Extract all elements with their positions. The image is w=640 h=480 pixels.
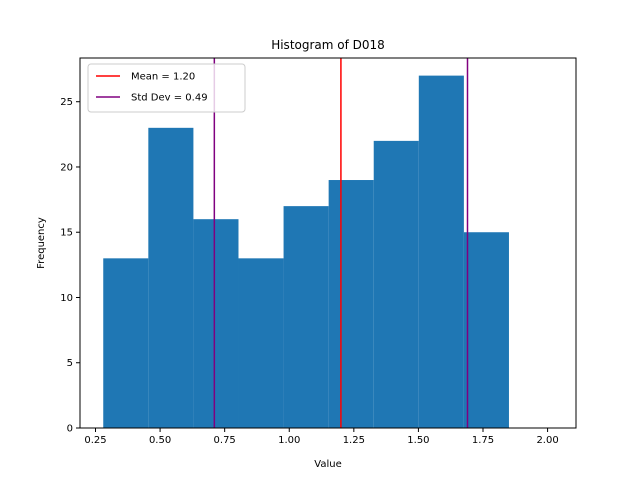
x-tick-label: 1.75 [472, 435, 494, 446]
x-tick-label: 0.25 [84, 435, 106, 446]
x-tick-label: 1.00 [278, 435, 300, 446]
y-tick-label: 5 [67, 358, 73, 369]
y-tick-label: 0 [67, 424, 73, 435]
legend-label: Std Dev = 0.49 [131, 93, 208, 104]
y-tick-label: 10 [60, 293, 73, 304]
legend-box [87, 63, 246, 113]
y-tick-label: 15 [60, 228, 73, 239]
x-axis-title: Value [314, 459, 341, 470]
x-tick-label: 2.00 [536, 435, 558, 446]
plot-frame [79, 57, 577, 429]
x-tick-label: 0.75 [214, 435, 236, 446]
y-axis-title: Frequency [36, 217, 47, 269]
reference-lines-group [213, 58, 469, 428]
x-axis-ticks: 0.25 0.50 0.75 1.00 1.25 1.50 1.75 2.00 [84, 428, 559, 446]
y-tick-label: 25 [60, 97, 73, 108]
chart-title: Histogram of D018 [271, 38, 385, 52]
legend: Mean = 1.20 Std Dev = 0.49 [87, 63, 246, 113]
histogram-bar [148, 127, 194, 428]
histogram-bar [283, 206, 329, 428]
histogram-bar [103, 258, 149, 428]
x-tick-label: 0.50 [149, 435, 171, 446]
histogram-bar [238, 258, 284, 428]
bars-group [103, 75, 509, 428]
y-axis-ticks: 0 5 10 15 20 25 [60, 97, 80, 435]
histogram-bar [373, 140, 419, 428]
histogram-bar [328, 180, 374, 428]
histogram-bar [418, 75, 464, 428]
x-tick-label: 1.25 [343, 435, 365, 446]
y-tick-label: 20 [60, 162, 73, 173]
x-tick-label: 1.50 [407, 435, 429, 446]
legend-label: Mean = 1.20 [131, 72, 195, 83]
histogram-bar [463, 232, 509, 428]
histogram-bar [193, 219, 239, 428]
